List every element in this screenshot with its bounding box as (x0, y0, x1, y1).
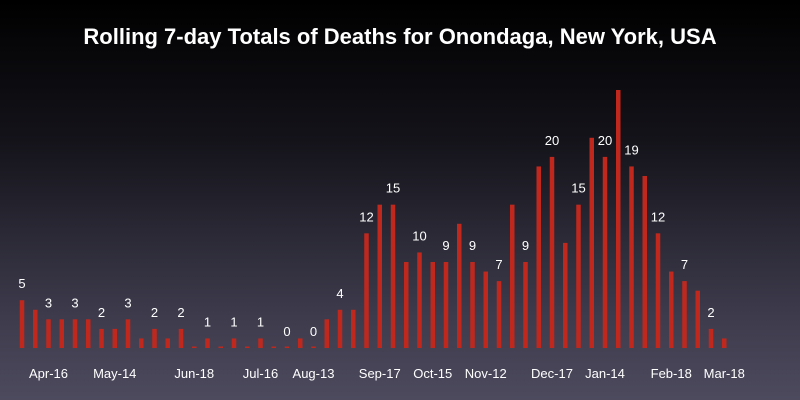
bar (324, 319, 329, 348)
data-label: 9 (522, 238, 529, 253)
bar (33, 309, 38, 348)
data-label: 2 (98, 305, 105, 320)
data-label: 2 (177, 305, 184, 320)
bar (258, 338, 263, 348)
data-label: 19 (624, 142, 638, 157)
x-tick-label: Jan-14 (585, 366, 625, 381)
bar (231, 338, 237, 348)
x-tick-label: May-14 (93, 366, 136, 381)
data-label: 12 (359, 209, 373, 224)
data-label: 12 (651, 209, 665, 224)
bar (549, 156, 555, 348)
bar (112, 328, 117, 348)
data-label: 1 (257, 314, 264, 329)
x-tick-label: Nov-12 (465, 366, 507, 381)
bar (218, 346, 223, 348)
bar (708, 328, 714, 348)
bar (390, 204, 396, 348)
bar (629, 166, 634, 348)
data-label: 2 (151, 305, 158, 320)
data-label: 5 (18, 276, 25, 291)
data-label: 3 (45, 295, 52, 310)
data-label: 15 (386, 181, 400, 196)
bar (284, 346, 290, 348)
data-label: 4 (336, 286, 343, 301)
bar (695, 290, 700, 348)
bar (152, 328, 157, 348)
data-label: 15 (571, 181, 585, 196)
bar (430, 262, 435, 348)
chart-title: Rolling 7-day Totals of Deaths for Onond… (83, 24, 716, 49)
data-label: 1 (204, 314, 211, 329)
bar (139, 338, 144, 348)
bar (523, 262, 528, 348)
bar (722, 338, 727, 348)
data-label: 20 (598, 133, 612, 148)
bar (165, 338, 170, 348)
bar (59, 319, 64, 348)
bar (655, 233, 661, 348)
bar-series (19, 90, 727, 348)
bar (536, 166, 541, 348)
x-tick-label: Jul-16 (243, 366, 278, 381)
bar (443, 262, 449, 348)
bar (311, 346, 316, 348)
data-label: 10 (412, 228, 426, 243)
bar (271, 346, 276, 348)
bar (245, 346, 250, 348)
bar (46, 319, 51, 348)
bar (510, 204, 515, 348)
bar (377, 204, 382, 348)
bar (364, 233, 369, 348)
x-tick-label: Dec-17 (531, 366, 573, 381)
data-label: 0 (283, 324, 290, 339)
bar (351, 309, 356, 348)
bar (576, 204, 581, 348)
bar (483, 271, 488, 348)
bar (99, 328, 104, 348)
data-label: 7 (495, 257, 502, 272)
bar (72, 319, 78, 348)
x-axis-ticks: Apr-16 May-14 Jun-18 Jul-16 Aug-13 Sep-17 Oct-… (29, 366, 745, 381)
bar (178, 328, 184, 348)
x-tick-label: Jun-18 (174, 366, 214, 381)
bar (616, 90, 621, 348)
x-tick-label: Sep-17 (359, 366, 401, 381)
data-label: 0 (310, 324, 317, 339)
data-label: 9 (469, 238, 476, 253)
bar (417, 252, 422, 348)
bar (496, 281, 502, 348)
data-label: 20 (545, 133, 559, 148)
bar (86, 319, 91, 348)
bar (589, 137, 594, 348)
x-tick-label: Mar-18 (704, 366, 745, 381)
bar (205, 338, 210, 348)
bar (192, 346, 197, 348)
x-tick-label: Apr-16 (29, 366, 68, 381)
bar (470, 262, 475, 348)
data-label: 1 (230, 314, 237, 329)
bar (457, 223, 462, 348)
bar (642, 176, 647, 348)
data-label: 3 (71, 295, 78, 310)
bar (682, 281, 687, 348)
data-label: 3 (124, 295, 131, 310)
data-label: 7 (681, 257, 688, 272)
bar (19, 300, 25, 348)
bar (602, 156, 608, 348)
bar (337, 309, 343, 348)
data-label: 2 (707, 305, 714, 320)
data-label: 9 (442, 238, 449, 253)
x-tick-label: Aug-13 (293, 366, 335, 381)
bar (669, 271, 674, 348)
x-tick-label: Feb-18 (651, 366, 692, 381)
bar (298, 338, 303, 348)
x-tick-label: Oct-15 (413, 366, 452, 381)
bar (125, 319, 131, 348)
bar (404, 262, 409, 348)
bar (563, 242, 568, 348)
